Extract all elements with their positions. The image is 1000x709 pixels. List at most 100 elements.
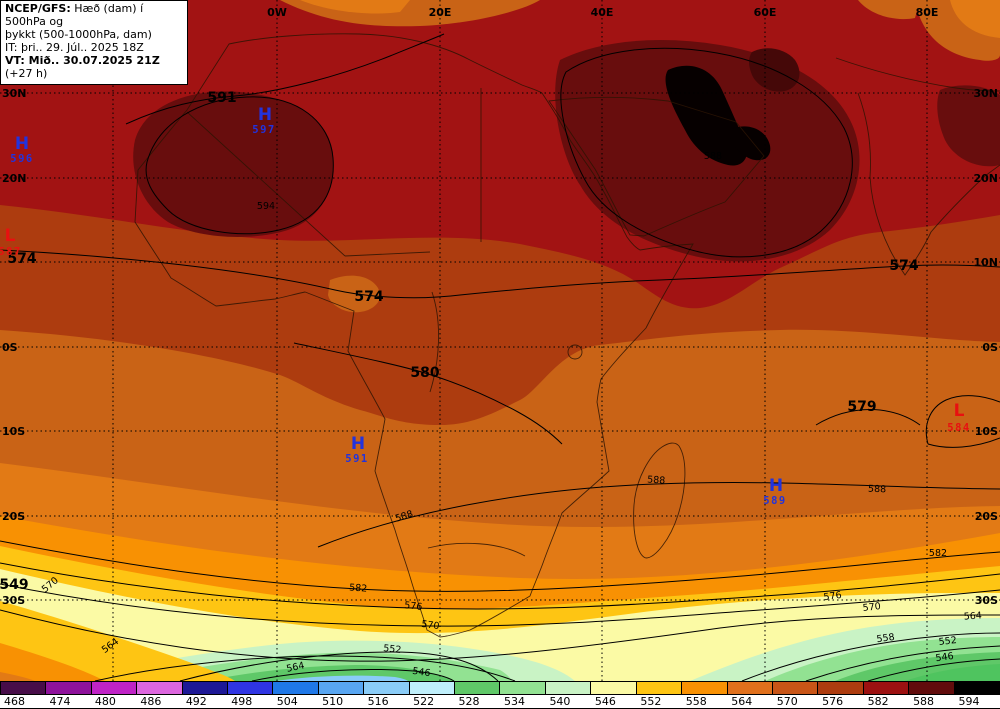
- contour-552: [179, 645, 1000, 681]
- colorbar-swatch-540: [545, 682, 592, 695]
- low-marker-value: 587: [0, 246, 22, 258]
- colorbar-label: 570: [776, 695, 798, 708]
- colorbar-label: 516: [367, 695, 389, 708]
- colorbar-label: 552: [640, 695, 662, 708]
- contour-label-552: 552: [938, 635, 957, 648]
- parallel-label-right: 30S: [975, 594, 998, 607]
- border-algeria-mali: [186, 111, 346, 257]
- title-line-2: þykkt (500-1000hPa, dam): [5, 27, 152, 41]
- colorbar-label: 510: [322, 695, 344, 708]
- colorbar-label: 498: [231, 695, 253, 708]
- title-line-4: VT: Mið.. 30.07.2025 21Z (+27 h): [5, 53, 160, 80]
- colorbar-label: 492: [185, 695, 207, 708]
- colorbar-swatch-594: [954, 682, 1000, 695]
- asia-north-line: [835, 57, 1000, 92]
- colorbar-swatches: [0, 681, 1000, 695]
- parallel-label-right: 10N: [973, 256, 998, 269]
- colorbar-swatch-558: [682, 682, 728, 695]
- arabia-coast: [548, 96, 765, 237]
- colorbar-swatch-468: [0, 682, 47, 695]
- contour-label-582: 582: [349, 582, 368, 594]
- contour-579: [815, 409, 921, 426]
- height-label-549: 549: [0, 577, 29, 593]
- high-marker: H: [15, 134, 29, 154]
- parallel-label-left: 20S: [2, 510, 25, 523]
- contour-label-570: 570: [421, 619, 440, 632]
- contour-label-582: 582: [929, 548, 947, 559]
- colorbar-swatch-516: [364, 682, 410, 695]
- parallel-label-left: 0S: [2, 341, 18, 354]
- colorbar-label: 534: [503, 695, 525, 708]
- colorbar-label: 546: [594, 695, 616, 708]
- india-coast: [857, 92, 1000, 276]
- parallel-label-left: 10S: [2, 425, 25, 438]
- contour-label-588: 588: [868, 484, 887, 496]
- meridian-label: 80E: [916, 6, 939, 19]
- colorbar-swatch-588: [909, 682, 955, 695]
- colorbar-swatch-534: [500, 682, 546, 695]
- height-label-591: 591: [207, 90, 236, 106]
- contour-574: [0, 249, 1000, 299]
- contour-558: [94, 632, 1000, 681]
- colorbar-label: 540: [549, 695, 571, 708]
- colorbar-swatch-492: [182, 682, 229, 695]
- contour-576: [0, 562, 1000, 610]
- contour-label-570: 570: [862, 601, 881, 614]
- colorbar-label: 588: [913, 695, 935, 708]
- colorbar-label: 504: [276, 695, 298, 708]
- lake-victoria: [567, 344, 583, 360]
- colorbar-swatch-564: [727, 682, 773, 695]
- title-line-1: NCEP/GFS: Hæð (dam) í 500hPa og: [5, 2, 144, 28]
- contour-582: [0, 540, 1000, 592]
- high-marker: H: [769, 476, 783, 496]
- high-marker-value: 596: [10, 153, 33, 165]
- colorbar-swatch-486: [137, 682, 183, 695]
- colorbar-swatch-576: [818, 682, 864, 695]
- colorbar-swatch-528: [455, 682, 501, 695]
- colorbar-label: 564: [731, 695, 753, 708]
- map-region-tc-orange-patch: [858, 0, 920, 20]
- colorbar-swatch-522: [409, 682, 456, 695]
- contour-label-564: 564: [963, 610, 982, 622]
- map-region-tr-corner-orange2: [950, 0, 1000, 38]
- low-marker: L: [954, 401, 965, 421]
- colorbar-swatch-582: [863, 682, 910, 695]
- height-label-580: 580: [410, 365, 439, 381]
- colorbar-swatch-546: [591, 682, 637, 695]
- height-label-574: 574: [889, 258, 918, 274]
- colorbar-label: 468: [4, 695, 25, 708]
- meridian-label: 40E: [591, 6, 614, 19]
- colorbar-label: 582: [867, 695, 889, 708]
- weather-map-svg: 5945885885885885825825765765705705705645…: [0, 0, 1000, 681]
- meridian-label: 0W: [267, 6, 287, 19]
- colorbar-label: 480: [94, 695, 116, 708]
- colorbar-swatch-510: [318, 682, 365, 695]
- low-marker-value: 584: [947, 422, 970, 434]
- contour-label-588: 588: [704, 151, 722, 162]
- parallel-label-right: 0S: [982, 341, 998, 354]
- high-marker-value: 591: [345, 453, 368, 465]
- contour-label-576: 576: [404, 600, 423, 613]
- parallel-label-left: 20N: [2, 172, 27, 185]
- colorbar-labels: 468 474 480 486 492 498 504 510 516 522 528 534 540 5…: [0, 695, 1000, 709]
- border-sahel: [344, 251, 431, 257]
- contour-label-588: 588: [647, 474, 666, 486]
- colorbar-swatch-570: [772, 682, 819, 695]
- contour-label-588: 588: [394, 509, 415, 525]
- title-box: NCEP/GFS: Hæð (dam) í 500hPa og þykkt (5…: [0, 0, 188, 85]
- meridian-label: 60E: [754, 6, 777, 19]
- colorbar-label: 558: [685, 695, 707, 708]
- contour-label-564: 564: [285, 660, 305, 675]
- contour-label-558: 558: [876, 632, 895, 645]
- parallel-label-right: 20N: [973, 172, 998, 185]
- contour-label-546: 546: [935, 651, 954, 664]
- low-marker: L: [5, 226, 16, 246]
- map-region-cyan-core-sw: [275, 675, 408, 681]
- colorbar-label: 522: [413, 695, 435, 708]
- colorbar: 468 474 480 486 492 498 504 510 516 522 528 534 540 5…: [0, 681, 1000, 709]
- colorbar-swatch-504: [273, 682, 319, 695]
- high-marker-value: 597: [252, 124, 275, 136]
- map-region-med-coast-orange2: [300, 0, 410, 14]
- contour-594: [145, 96, 334, 235]
